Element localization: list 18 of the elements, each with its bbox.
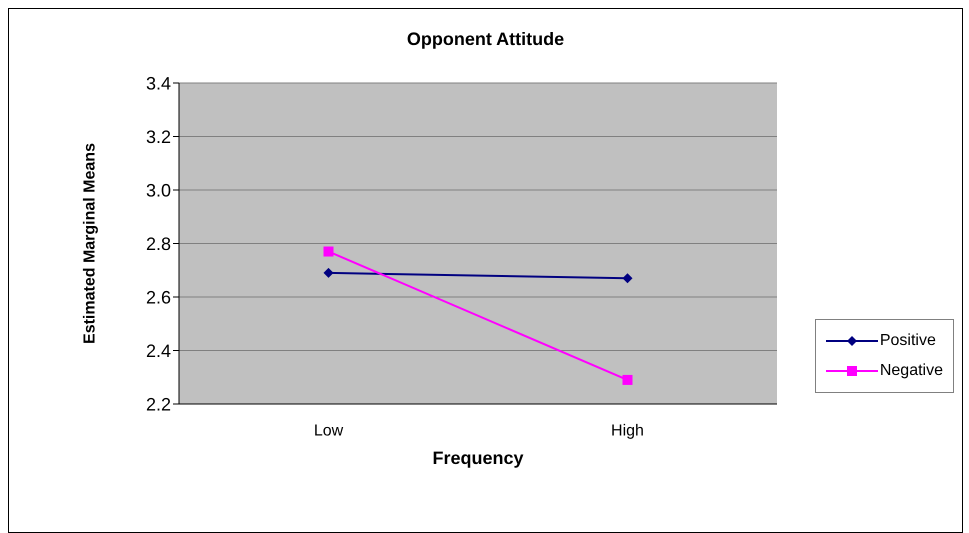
point bbox=[622, 273, 632, 284]
x-tick-label: High bbox=[611, 422, 644, 440]
y-axis-title: Estimated Marginal Means bbox=[82, 142, 99, 344]
y-tick-label: 2.2 bbox=[146, 394, 171, 414]
y-tick-label: 3.4 bbox=[146, 73, 171, 94]
point bbox=[622, 374, 632, 385]
x-tick-label: Low bbox=[314, 422, 344, 440]
point bbox=[324, 246, 334, 257]
y-tick-label: 3.0 bbox=[146, 180, 171, 200]
x-axis-title: Frequency bbox=[432, 448, 524, 468]
y-tick-label: 3.2 bbox=[146, 126, 171, 147]
y-tick-label: 2.6 bbox=[146, 287, 171, 308]
legend-label: Negative bbox=[880, 362, 943, 380]
chart-title: Opponent Attitude bbox=[406, 29, 566, 50]
legend-label: Positive bbox=[880, 332, 936, 350]
y-tick-label: 2.8 bbox=[146, 234, 171, 254]
y-tick-label: 2.4 bbox=[146, 340, 171, 361]
point bbox=[324, 268, 334, 278]
